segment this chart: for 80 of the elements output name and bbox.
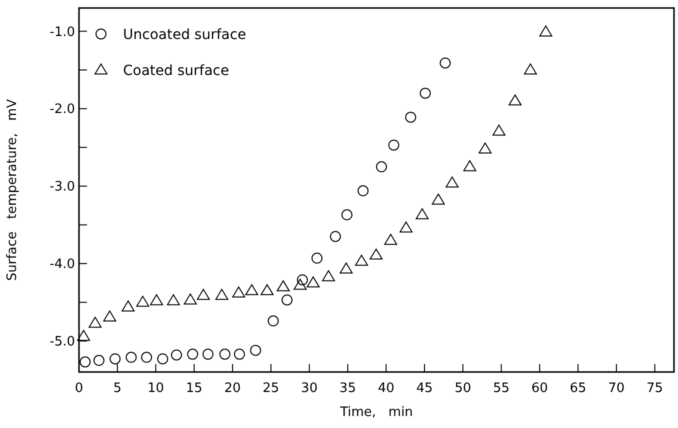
point	[388, 140, 400, 151]
point	[215, 288, 228, 300]
point	[405, 112, 416, 123]
x-tick-label: 50	[454, 381, 472, 396]
x-tick-label: 40	[378, 381, 394, 396]
point	[202, 348, 214, 360]
point	[166, 294, 180, 306]
x-axis-title: Time, min	[339, 405, 413, 420]
x-tick-label: 15	[186, 381, 202, 396]
point	[340, 262, 353, 274]
point	[296, 274, 308, 286]
point	[77, 330, 90, 341]
point	[508, 94, 522, 106]
point	[141, 352, 152, 363]
point	[322, 270, 336, 282]
point	[463, 160, 476, 172]
point	[234, 348, 245, 360]
point	[384, 234, 398, 245]
point	[250, 344, 262, 356]
point	[355, 254, 368, 266]
point	[370, 248, 383, 260]
point	[446, 176, 459, 188]
x-tick-label: 70	[608, 381, 625, 396]
point	[539, 26, 552, 37]
point	[184, 293, 197, 304]
point	[312, 252, 322, 264]
x-tick-label: 65	[570, 381, 586, 396]
point	[150, 294, 164, 306]
point	[80, 356, 91, 368]
x-tick-label: 10	[148, 381, 164, 396]
point	[103, 310, 116, 322]
y-tick-label: -2.0	[50, 102, 75, 118]
x-tick-label: 60	[531, 381, 548, 396]
x-tick-label: 0	[74, 381, 84, 396]
point	[416, 208, 429, 220]
point	[376, 161, 387, 172]
x-tick-label: 75	[646, 381, 664, 396]
x-tick-label: 55	[492, 381, 510, 396]
legend-label: Uncoated surface	[123, 26, 246, 43]
point	[187, 348, 198, 360]
point	[400, 221, 413, 232]
point	[126, 352, 137, 363]
y-tick-label: -3.0	[50, 180, 75, 195]
point	[268, 315, 279, 326]
point	[440, 57, 451, 68]
point	[420, 88, 431, 99]
x-tick-label: 25	[262, 381, 280, 396]
point	[196, 288, 210, 300]
point	[276, 280, 290, 292]
point	[110, 353, 121, 364]
point	[260, 284, 274, 296]
point	[88, 316, 102, 328]
x-tick-label: 45	[416, 381, 433, 396]
legend-label: Coated surface	[123, 62, 230, 79]
x-tick-label: 30	[301, 381, 318, 396]
point	[136, 296, 150, 307]
point	[294, 278, 307, 290]
x-tick-label: 35	[339, 381, 356, 396]
point	[232, 286, 246, 298]
point	[358, 185, 369, 196]
y-tick-label: -5.0	[50, 334, 75, 350]
x-tick-label: 20	[224, 381, 241, 396]
y-axis-title: Surface temperature, mV	[5, 99, 20, 281]
point	[432, 194, 445, 205]
x-tick-label: 5	[113, 381, 122, 396]
point	[478, 142, 492, 154]
y-tick-label: -1.0	[50, 24, 75, 40]
point	[282, 294, 293, 306]
point	[524, 63, 537, 74]
point	[330, 230, 341, 242]
point	[492, 124, 506, 136]
point	[122, 300, 135, 312]
point	[341, 209, 352, 220]
point	[306, 276, 320, 288]
point	[93, 354, 104, 366]
point	[171, 349, 182, 360]
point	[245, 284, 258, 296]
point	[157, 353, 168, 364]
y-tick-label: -4.0	[50, 257, 75, 272]
point	[219, 348, 230, 360]
